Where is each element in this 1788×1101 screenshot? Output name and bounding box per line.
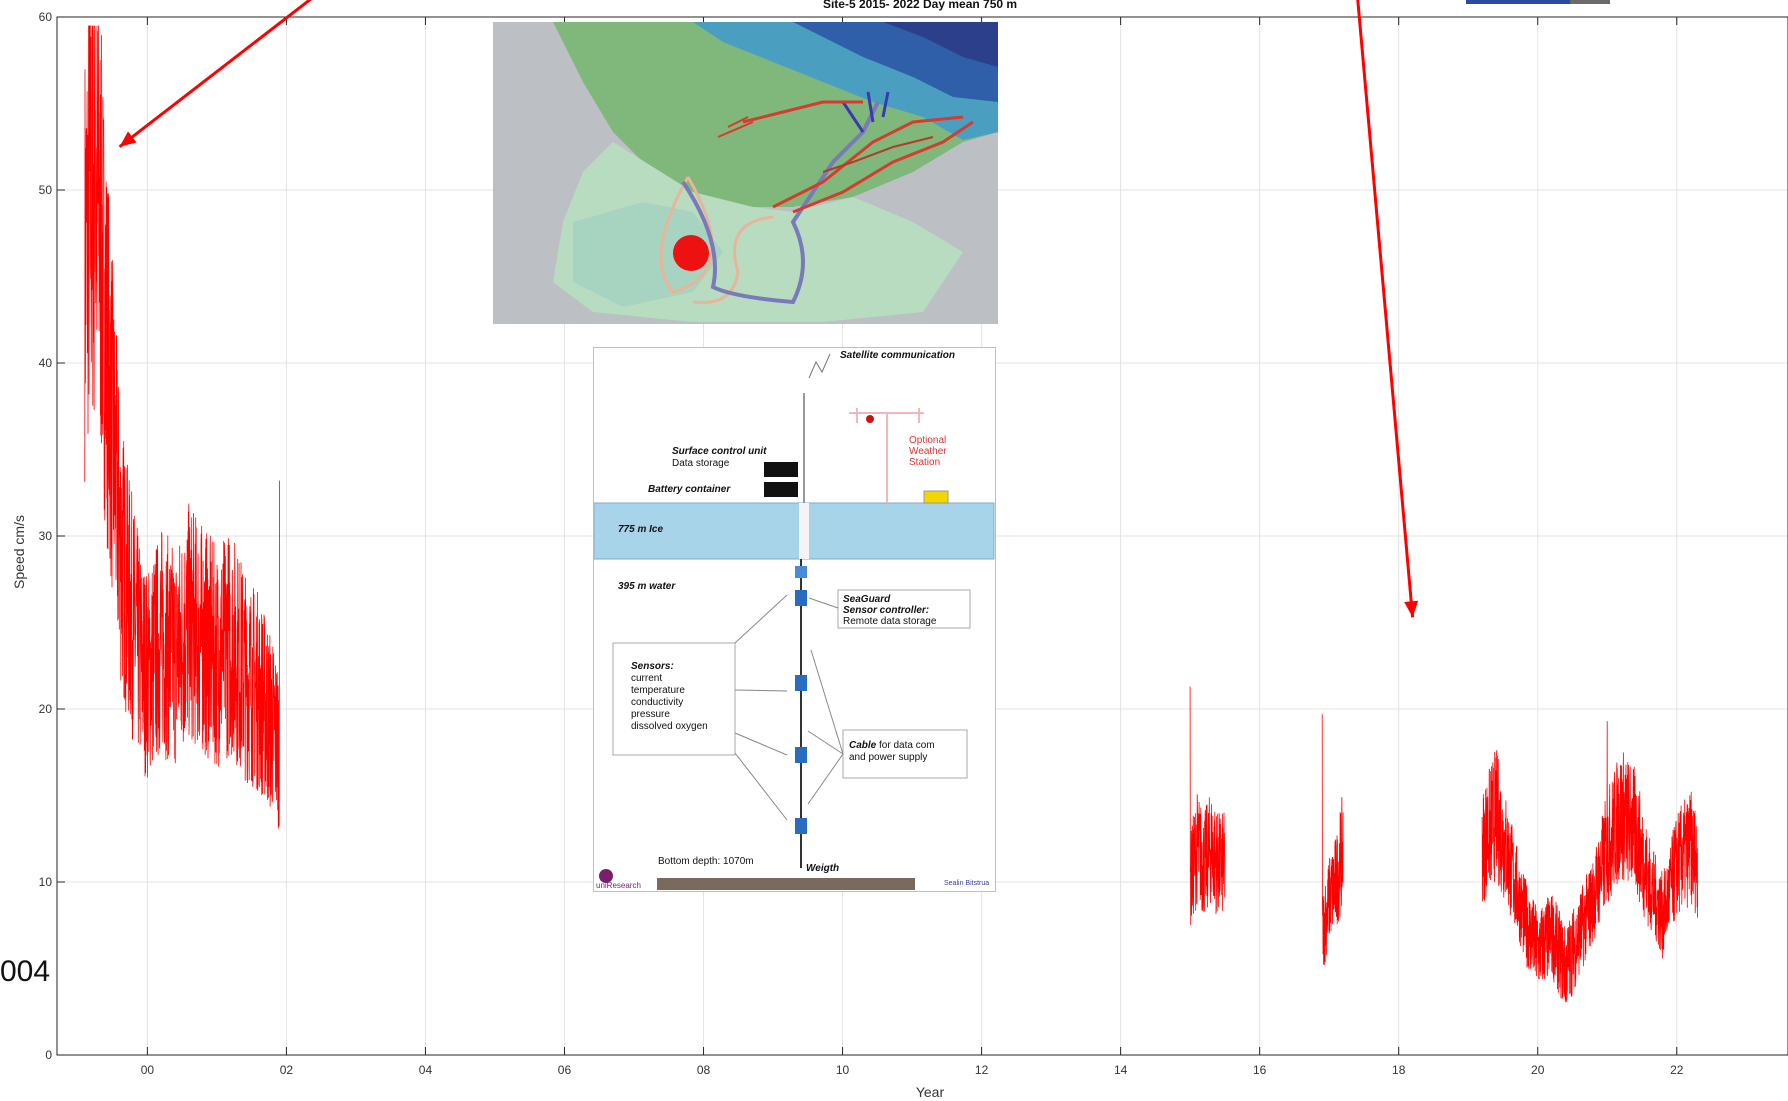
battery-box — [764, 482, 798, 497]
storage-box — [764, 462, 798, 477]
x-tick-label: 00 — [141, 1063, 155, 1077]
axis-ticks: 00 02 04 06 08 10 12 14 16 18 20 22 0 10 20 30 40 50 60 — [39, 10, 1684, 1077]
annotation-arrowhead-0 — [119, 131, 137, 147]
label-satellite: Satellite communication — [840, 350, 956, 361]
label-bottom-depth: Bottom depth: 1070m — [658, 856, 754, 867]
x-tick-label: 16 — [1253, 1063, 1267, 1077]
label-seaguard-2: Sensor controller: — [843, 605, 930, 616]
map-image — [493, 22, 998, 324]
label-sensors-title: Sensors: — [631, 661, 674, 672]
x-tick-label: 22 — [1670, 1063, 1684, 1077]
label-sensor-2: temperature — [631, 685, 685, 696]
mooring-diagram-inset: Satellite communication Surface control … — [593, 347, 996, 892]
x-tick-label: 12 — [975, 1063, 989, 1077]
annotation-arrowhead-1 — [1404, 600, 1419, 618]
y-tick-label: 40 — [39, 356, 53, 370]
logo-uni-research: uniResearch — [596, 881, 641, 890]
x-tick-label: 04 — [419, 1063, 433, 1077]
series-segment-0 — [84, 25, 280, 829]
label-sensor-1: current — [631, 673, 663, 684]
y-tick-label: 60 — [39, 10, 53, 24]
label-sensor-3: conductivity — [631, 697, 684, 708]
site-marker — [673, 235, 709, 271]
label-sensor-5: dissolved oxygen — [631, 721, 708, 732]
x-axis-label: Year — [916, 1084, 945, 1100]
x-tick-label: 14 — [1114, 1063, 1128, 1077]
label-weather-2: Weather — [909, 446, 947, 457]
annotation-arrow-0 — [118, 0, 313, 148]
y-tick-label: 10 — [39, 875, 53, 889]
anchor-weight — [657, 878, 915, 890]
x-tick-label: 06 — [558, 1063, 572, 1077]
annotation-arrow-1 — [1356, 0, 1415, 618]
x-tick-label: 18 — [1392, 1063, 1406, 1077]
series-speed — [84, 25, 1698, 1003]
label-sensor-4: pressure — [631, 709, 670, 720]
weather-box — [923, 490, 949, 504]
y-tick-label: 30 — [39, 529, 53, 543]
label-cable: Cable for data com — [849, 740, 935, 751]
y-tick-label: 50 — [39, 183, 53, 197]
annotation-arrows — [118, 0, 1419, 618]
antarctic-map-inset — [493, 22, 998, 324]
top-right-map-fragment — [1466, 0, 1610, 4]
label-water: 395 m water — [618, 581, 676, 592]
label-data-storage: Data storage — [672, 458, 730, 469]
label-cable-rest: for data com — [879, 740, 935, 751]
mooring-drawing — [594, 353, 995, 890]
label-cable-3: and power supply — [849, 752, 928, 763]
slide-number-fragment: 004 — [0, 955, 51, 988]
label-seaguard-1: SeaGuard — [843, 594, 891, 605]
logo-right: Sealin Bitstrua — [944, 880, 990, 887]
label-cable-bold: Cable — [849, 740, 877, 751]
series-segment-3 — [1481, 721, 1698, 1003]
label-weight: Weigth — [806, 863, 840, 874]
x-tick-label: 02 — [280, 1063, 294, 1077]
ice-shelf — [594, 502, 995, 560]
y-tick-label: 20 — [39, 702, 53, 716]
y-tick-label: 0 — [45, 1048, 52, 1062]
label-ice: 775 m Ice — [618, 524, 664, 535]
series-segment-1 — [1189, 686, 1226, 926]
x-tick-label: 10 — [836, 1063, 850, 1077]
y-axis-label: Speed cm/s — [11, 515, 27, 589]
label-weather-1: Optional — [909, 435, 947, 446]
x-tick-label: 20 — [1531, 1063, 1545, 1077]
label-surface-unit: Surface control unit — [672, 446, 767, 457]
label-battery: Battery container — [648, 484, 731, 495]
chart-title: Site-5 2015- 2022 Day mean 750 m — [823, 0, 1017, 11]
label-seaguard-3: Remote data storage — [843, 616, 937, 627]
label-weather-3: Station — [909, 457, 941, 468]
series-segment-2 — [1321, 714, 1344, 966]
x-tick-label: 08 — [697, 1063, 711, 1077]
